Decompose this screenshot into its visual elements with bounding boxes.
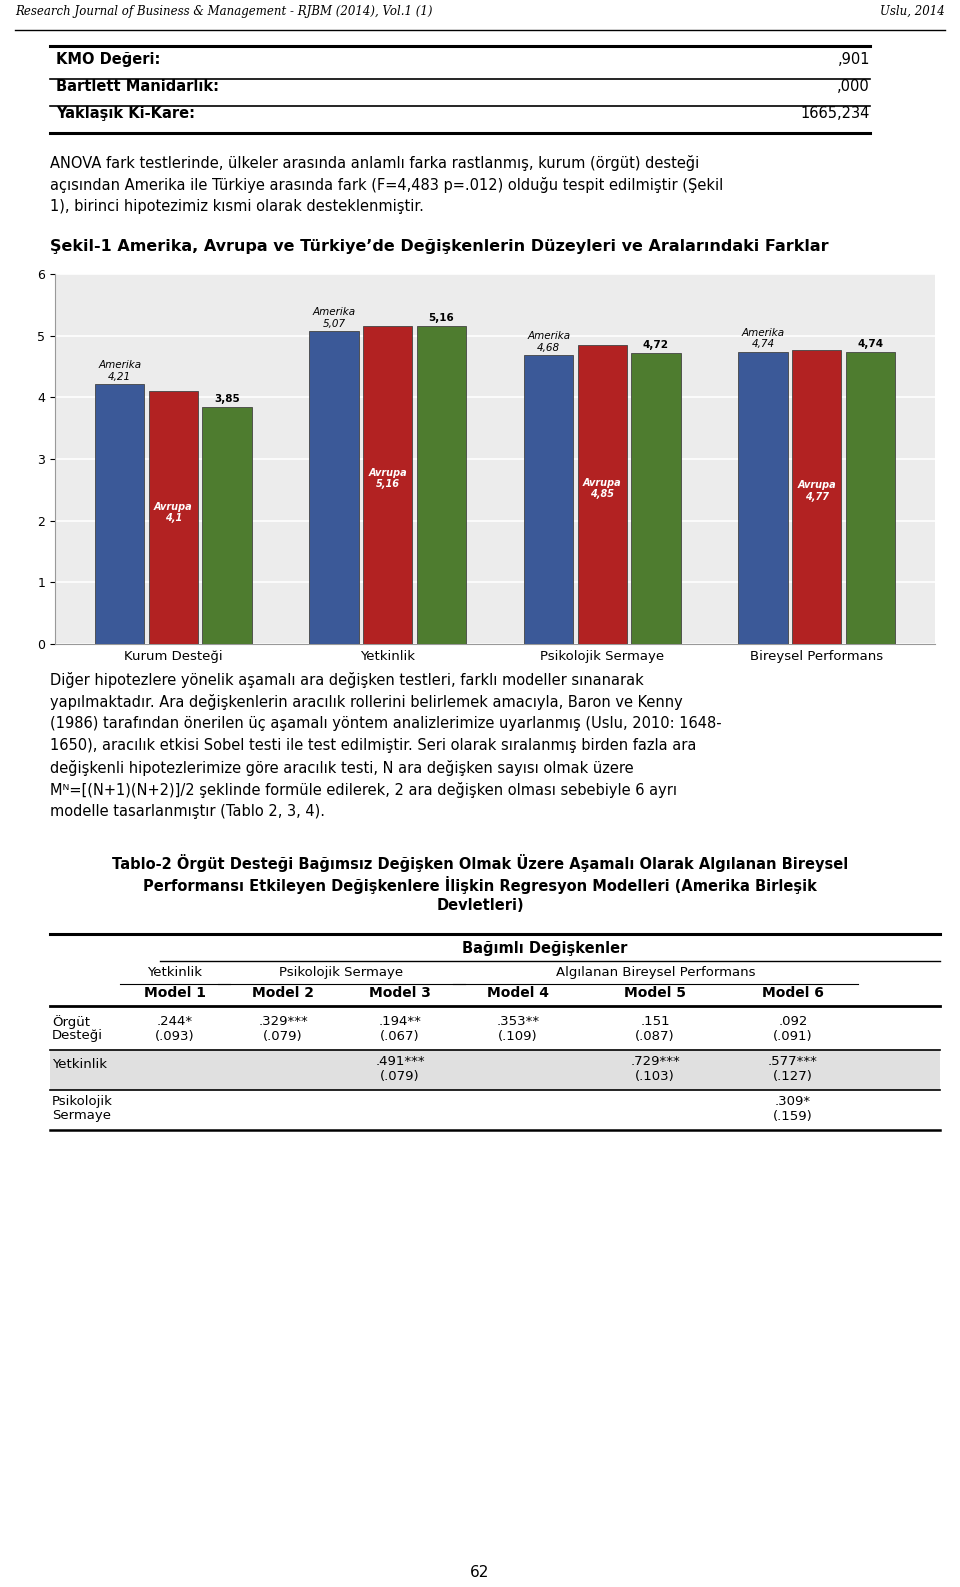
Text: .244*: .244* (156, 1016, 193, 1028)
Text: Psikolojik Sermaye: Psikolojik Sermaye (279, 966, 403, 979)
Text: (.109): (.109) (498, 1030, 538, 1043)
Text: Avrupa
5,16: Avrupa 5,16 (369, 468, 407, 489)
Text: Performansı Etkileyen Değişkenlere İlişkin Regresyon Modelleri (Amerika Birleşik: Performansı Etkileyen Değişkenlere İlişk… (143, 876, 817, 893)
Text: Uslu, 2014: Uslu, 2014 (880, 5, 945, 17)
Text: Şekil-1 Amerika, Avrupa ve Türkiye’de Değişkenlerin Düzeyleri ve Aralarındaki Fa: Şekil-1 Amerika, Avrupa ve Türkiye’de De… (50, 240, 828, 254)
Text: .353**: .353** (496, 1016, 540, 1028)
Text: (.079): (.079) (263, 1030, 302, 1043)
Text: KMO Değeri:: KMO Değeri: (56, 52, 160, 67)
Bar (524, 355, 573, 644)
Text: modelle tasarlanmıştır (Tablo 2, 3, 4).: modelle tasarlanmıştır (Tablo 2, 3, 4). (50, 805, 325, 819)
Text: ANOVA fark testlerinde, ülkeler arasında anlamlı farka rastlanmış, kurum (örgüt): ANOVA fark testlerinde, ülkeler arasında… (50, 156, 699, 171)
Text: Amerika
4,74: Amerika 4,74 (741, 327, 784, 349)
Bar (631, 352, 681, 644)
Text: .329***: .329*** (258, 1016, 308, 1028)
Bar (578, 344, 627, 644)
Text: Yaklaşık Ki-Kare:: Yaklaşık Ki-Kare: (56, 106, 195, 121)
Text: Devletleri): Devletleri) (436, 898, 524, 913)
Text: Desteği: Desteği (52, 1028, 103, 1043)
Text: (.093): (.093) (156, 1030, 195, 1043)
Text: Avrupa
4,1: Avrupa 4,1 (154, 501, 193, 524)
Text: Avrupa
4,85: Avrupa 4,85 (583, 478, 622, 500)
Text: Bartlett Manidarlık:: Bartlett Manidarlık: (56, 79, 219, 94)
Text: Avrupa
4,77: Avrupa 4,77 (798, 481, 836, 501)
Text: ,000: ,000 (837, 79, 870, 94)
Bar (309, 332, 359, 644)
Text: 3,85: 3,85 (214, 394, 240, 405)
Text: yapılmaktadır. Ara değişkenlerin aracılık rollerini belirlemek amacıyla, Baron v: yapılmaktadır. Ara değişkenlerin aracılı… (50, 694, 683, 709)
Text: Bağımlı Değişkenler: Bağımlı Değişkenler (463, 941, 628, 955)
Text: Model 3: Model 3 (369, 986, 431, 1000)
Text: Model 2: Model 2 (252, 986, 314, 1000)
Text: Model 1: Model 1 (144, 986, 206, 1000)
Text: Yetkinlik: Yetkinlik (148, 966, 203, 979)
Text: değişkenli hipotezlerimize göre aracılık testi, N ara değişken sayısı olmak üzer: değişkenli hipotezlerimize göre aracılık… (50, 760, 634, 776)
Text: Diğer hipotezlere yönelik aşamalı ara değişken testleri, farklı modeller sınanar: Diğer hipotezlere yönelik aşamalı ara de… (50, 671, 644, 689)
Text: Tablo-2 Örgüt Desteği Bağımsız Değişken Olmak Üzere Aşamalı Olarak Algılanan Bir: Tablo-2 Örgüt Desteği Bağımsız Değişken … (112, 854, 848, 871)
Text: (.127): (.127) (773, 1070, 813, 1082)
Text: ,901: ,901 (837, 52, 870, 67)
Text: .309*: .309* (775, 1095, 811, 1108)
Text: (.087): (.087) (636, 1030, 675, 1043)
Text: Amerika
4,21: Amerika 4,21 (98, 360, 141, 382)
Text: 62: 62 (470, 1565, 490, 1581)
Text: Model 5: Model 5 (624, 986, 686, 1000)
Bar (417, 325, 466, 644)
Text: Mᴺ=[(N+1)(N+2)]/2 şeklinde formüle edilerek, 2 ara değişken olması sebebiyle 6 a: Mᴺ=[(N+1)(N+2)]/2 şeklinde formüle edile… (50, 782, 677, 798)
Text: .577***: .577*** (768, 1055, 818, 1068)
Bar (95, 384, 144, 644)
Bar (792, 349, 841, 644)
Text: 4,72: 4,72 (643, 341, 669, 351)
Text: 1), birinci hipotezimiz kısmi olarak desteklenmiştir.: 1), birinci hipotezimiz kısmi olarak des… (50, 198, 424, 214)
Bar (846, 352, 895, 644)
Text: 4,74: 4,74 (857, 340, 883, 349)
Bar (149, 390, 198, 644)
Bar (363, 325, 413, 644)
Text: .092: .092 (779, 1016, 807, 1028)
Text: Amerika
5,07: Amerika 5,07 (313, 308, 356, 329)
Text: (.079): (.079) (380, 1070, 420, 1082)
Text: .194**: .194** (378, 1016, 421, 1028)
Text: 5,16: 5,16 (428, 313, 454, 324)
Text: Model 4: Model 4 (487, 986, 549, 1000)
Text: Örgüt: Örgüt (52, 1016, 90, 1028)
Text: (.067): (.067) (380, 1030, 420, 1043)
Bar (738, 352, 788, 644)
Bar (203, 406, 252, 644)
Text: .729***: .729*** (630, 1055, 680, 1068)
Text: Psikolojik: Psikolojik (52, 1095, 113, 1108)
Text: Sermaye: Sermaye (52, 1109, 111, 1122)
Text: 1665,234: 1665,234 (801, 106, 870, 121)
Text: .491***: .491*** (375, 1055, 425, 1068)
Text: 1650), aracılık etkisi Sobel testi ile test edilmiştir. Seri olarak sıralanmış b: 1650), aracılık etkisi Sobel testi ile t… (50, 738, 696, 752)
Text: açısından Amerika ile Türkiye arasında fark (F=4,483 p=.012) olduğu tespit edilm: açısından Amerika ile Türkiye arasında f… (50, 178, 723, 194)
Text: (.103): (.103) (636, 1070, 675, 1082)
Text: (1986) tarafından önerilen üç aşamalı yöntem analizlerimize uyarlanmış (Uslu, 20: (1986) tarafından önerilen üç aşamalı yö… (50, 716, 722, 732)
Text: Algılanan Bireysel Performans: Algılanan Bireysel Performans (556, 966, 756, 979)
Text: Model 6: Model 6 (762, 986, 824, 1000)
Text: Amerika
4,68: Amerika 4,68 (527, 332, 570, 352)
Text: Research Journal of Business & Management - RJBM (2014), Vol.1 (1): Research Journal of Business & Managemen… (15, 5, 433, 17)
Text: (.091): (.091) (773, 1030, 813, 1043)
Text: .151: .151 (640, 1016, 670, 1028)
Text: (.159): (.159) (773, 1109, 813, 1124)
Text: Yetkinlik: Yetkinlik (52, 1059, 107, 1071)
